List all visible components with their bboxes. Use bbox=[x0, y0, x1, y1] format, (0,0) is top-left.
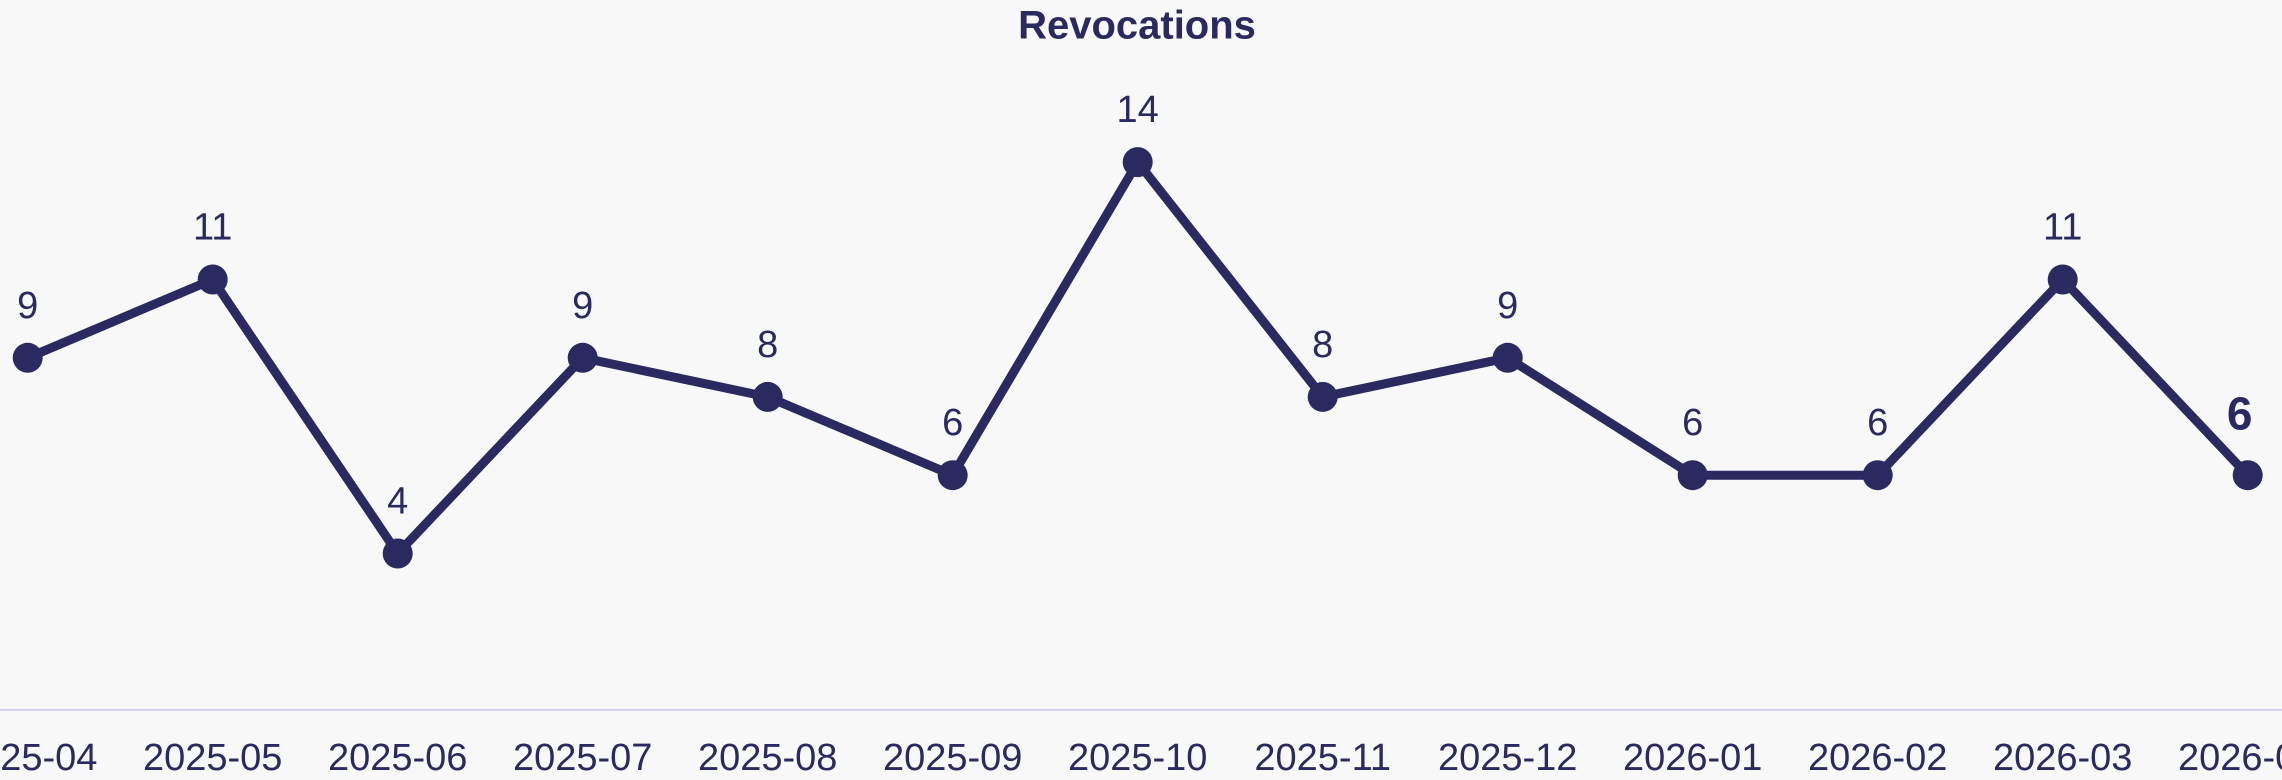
x-tick-label: 2025-10 bbox=[1068, 737, 1207, 779]
data-label: 4 bbox=[387, 480, 408, 522]
point bbox=[1492, 342, 1523, 373]
point bbox=[382, 538, 413, 569]
data-label: 6 bbox=[942, 402, 963, 444]
x-tick-label: 2025-06 bbox=[328, 737, 467, 779]
x-tick-label: 2026-01 bbox=[1623, 737, 1762, 779]
point bbox=[1307, 381, 1338, 412]
x-tick-label: 2025-11 bbox=[1254, 737, 1391, 779]
x-tick-label: 2025-07 bbox=[513, 737, 652, 779]
data-label: 14 bbox=[1117, 89, 1159, 131]
data-label: 9 bbox=[572, 285, 593, 327]
x-tick-label: 2026-02 bbox=[1808, 737, 1947, 779]
data-label: 6 bbox=[1682, 402, 1703, 444]
x-tick-label: 2025-08 bbox=[698, 737, 837, 779]
point bbox=[567, 342, 598, 373]
point bbox=[2047, 264, 2078, 295]
point bbox=[1122, 147, 1153, 178]
data-label: 11 bbox=[193, 207, 232, 249]
data-label: 9 bbox=[1497, 285, 1518, 327]
point bbox=[2232, 460, 2263, 491]
x-tick-label: 2026-03 bbox=[1993, 737, 2132, 779]
x-tick-label: 2025-05 bbox=[143, 737, 282, 779]
data-label: 9 bbox=[17, 285, 38, 327]
point bbox=[752, 381, 783, 412]
x-tick-label: 2025-04 bbox=[0, 737, 97, 779]
data-label: 8 bbox=[757, 324, 778, 366]
point bbox=[1677, 460, 1708, 491]
point bbox=[1862, 460, 1893, 491]
x-tick-label: 2026-04 bbox=[2178, 737, 2282, 779]
point bbox=[12, 342, 43, 373]
data-label: 6 bbox=[2227, 387, 2253, 439]
data-label: 8 bbox=[1312, 324, 1333, 366]
x-tick-label: 2025-09 bbox=[883, 737, 1022, 779]
x-tick-label: 2025-12 bbox=[1438, 737, 1577, 779]
data-label: 6 bbox=[1867, 402, 1888, 444]
point bbox=[937, 460, 968, 491]
data-label: 11 bbox=[2043, 207, 2082, 249]
point bbox=[197, 264, 228, 295]
chart-title: Revocations bbox=[1018, 4, 1256, 48]
